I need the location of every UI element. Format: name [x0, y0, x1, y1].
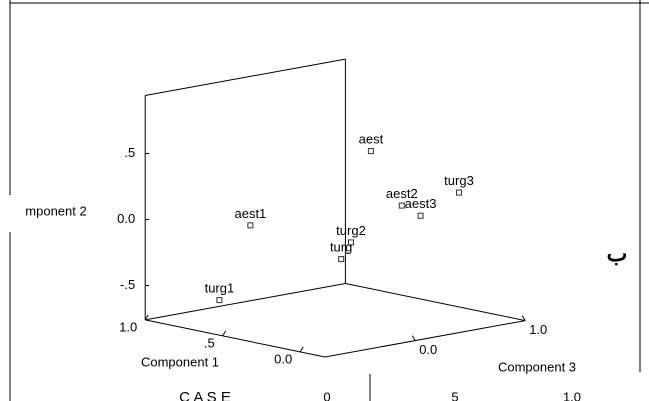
point — [417, 212, 424, 219]
x-axis-title: Component 1 — [141, 354, 219, 369]
point-label: aest1 — [234, 206, 266, 221]
annotation: 5 — [451, 389, 458, 401]
point — [247, 222, 254, 229]
point — [216, 297, 223, 304]
y-tick-label: .5 — [124, 145, 135, 160]
point — [338, 256, 345, 263]
box-edge — [145, 58, 346, 96]
x-tick-label: 0.0 — [274, 351, 292, 366]
annotation: ب — [607, 241, 628, 266]
point — [348, 239, 354, 246]
point — [456, 189, 462, 196]
y-tick-label: -.5 — [120, 277, 135, 292]
point-label: turg — [330, 240, 352, 255]
annotation: 0 — [323, 389, 330, 401]
point-label: turg2 — [336, 223, 366, 238]
point — [367, 148, 374, 155]
point-label: turg1 — [205, 281, 235, 296]
x-tick — [299, 346, 304, 353]
y-axis-title: mponent 2 — [25, 203, 86, 218]
box-edge — [345, 282, 526, 322]
point — [398, 202, 405, 209]
x-tick-label: .5 — [204, 335, 215, 350]
z-tick — [411, 335, 416, 341]
y-tick-label: 0.0 — [117, 211, 135, 226]
z-axis-title: Component 3 — [498, 359, 576, 374]
x-tick — [144, 314, 149, 321]
box-edge — [324, 320, 526, 358]
annotation: 1.0 — [563, 389, 581, 401]
x-tick-label: 1.0 — [119, 319, 137, 334]
x-tick — [222, 330, 227, 337]
box-edge — [145, 282, 346, 321]
z-tick — [521, 315, 526, 321]
z-tick-label: 1.0 — [529, 322, 547, 337]
point-label: aest2 — [386, 186, 418, 201]
point-label: aest3 — [405, 196, 437, 211]
annotation: C A S E — [179, 389, 231, 401]
point-label: aest — [359, 132, 384, 147]
box-edge — [145, 319, 326, 358]
point-label: turg3 — [444, 173, 474, 188]
z-tick-label: 0.0 — [419, 342, 437, 357]
